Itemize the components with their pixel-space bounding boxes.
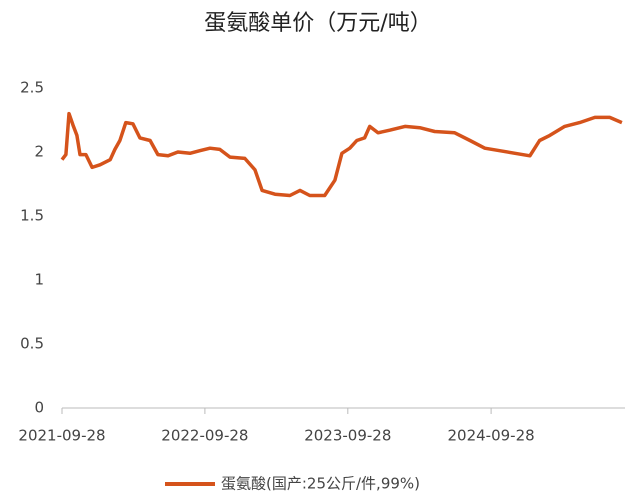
y-tick-label: 0: [34, 399, 44, 417]
x-tick-label: 2022-09-28: [161, 427, 248, 445]
y-tick-label: 1: [34, 271, 44, 289]
legend-label: 蛋氨酸(国产:25公斤/件,99%): [221, 475, 420, 493]
y-tick-label: 1.5: [20, 207, 44, 225]
x-tick-label: 2023-09-28: [304, 427, 391, 445]
y-tick-label: 2: [34, 143, 44, 161]
chart-title: 蛋氨酸单价（万元/吨）: [204, 11, 431, 36]
x-tick-label: 2021-09-28: [18, 427, 105, 445]
y-tick-label: 2.5: [20, 79, 44, 97]
y-tick-label: 0.5: [20, 335, 44, 353]
x-tick-label: 2024-09-28: [448, 427, 535, 445]
series-line: [60, 111, 623, 198]
